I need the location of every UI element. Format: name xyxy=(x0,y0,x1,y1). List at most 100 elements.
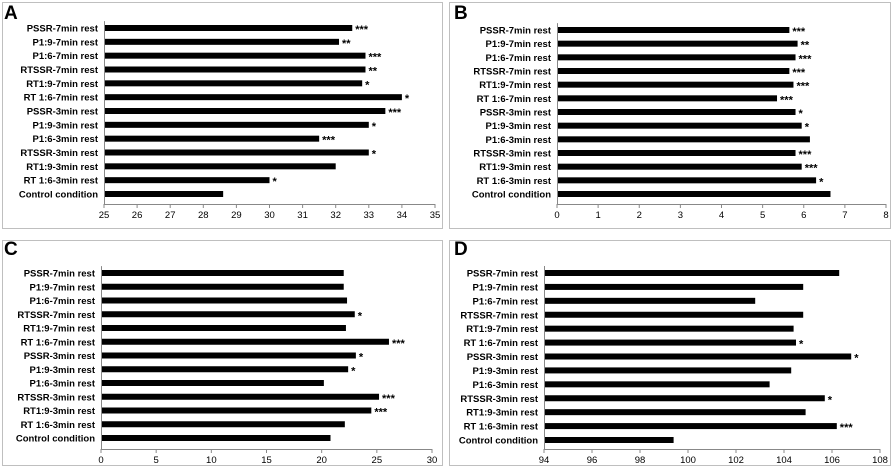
panel-letter: B xyxy=(454,3,468,24)
category-label: RT1:9-7min rest xyxy=(479,80,552,91)
bar xyxy=(102,407,372,414)
bar xyxy=(105,108,386,114)
x-tick-label: 98 xyxy=(635,455,646,466)
category-label: P1:9-3min rest xyxy=(473,366,539,377)
category-label: RT 1:6-3min rest xyxy=(477,176,552,187)
significance-marker: * xyxy=(819,176,824,188)
x-tick-label: 33 xyxy=(364,210,375,221)
category-label: RTSSR-7min rest xyxy=(460,310,538,321)
bar xyxy=(102,338,389,345)
x-tick-label: 8 xyxy=(883,210,888,221)
category-label: Control condition xyxy=(472,190,551,201)
x-tick-label: 100 xyxy=(680,455,696,466)
category-label: Control condition xyxy=(19,190,98,201)
bar xyxy=(558,163,802,170)
significance-marker: ** xyxy=(342,38,351,50)
x-tick-label: 102 xyxy=(728,455,744,466)
category-label: PSSR-7min rest xyxy=(27,24,99,35)
significance-marker: * xyxy=(273,176,278,188)
category-label: RT1:9-3min rest xyxy=(479,162,552,173)
category-label: PSSR-3min rest xyxy=(24,351,96,362)
panel-border xyxy=(2,240,443,466)
bar xyxy=(545,437,674,443)
category-label: PSSR-7min rest xyxy=(480,26,552,37)
x-tick-label: 32 xyxy=(330,210,341,221)
bar xyxy=(105,191,224,197)
bar xyxy=(545,283,804,290)
category-label: RTSSR-7min rest xyxy=(473,67,551,78)
significance-marker: *** xyxy=(792,67,806,79)
bar xyxy=(102,366,349,373)
significance-marker: *** xyxy=(392,338,406,350)
significance-marker: *** xyxy=(799,53,813,65)
category-label: RT1:9-3min rest xyxy=(26,162,99,173)
significance-marker: *** xyxy=(796,81,810,93)
category-label: P1:6-3min rest xyxy=(30,379,96,390)
x-tick-label: 3 xyxy=(678,210,683,221)
category-label: PSSR-7min rest xyxy=(24,269,96,280)
significance-marker: *** xyxy=(374,407,388,419)
bar xyxy=(545,367,792,374)
category-label: P1:9-7min rest xyxy=(473,282,539,293)
x-tick-label: 5 xyxy=(760,210,765,221)
bar xyxy=(558,109,796,115)
significance-marker: * xyxy=(805,122,810,134)
significance-marker: * xyxy=(359,352,364,364)
bar xyxy=(545,297,756,304)
bar xyxy=(558,68,790,74)
significance-marker: * xyxy=(854,353,859,365)
category-label: RT 1:6-7min rest xyxy=(477,94,552,105)
category-label: P1:6-3min rest xyxy=(473,380,539,391)
bar xyxy=(545,423,837,430)
significance-marker: ** xyxy=(368,66,377,78)
significance-marker: *** xyxy=(840,422,854,434)
category-label: RTSSR-3min rest xyxy=(460,394,538,405)
significance-marker: *** xyxy=(805,163,819,175)
category-label: PSSR-7min rest xyxy=(467,269,539,280)
category-label: P1:9-3min rest xyxy=(33,120,99,131)
bar xyxy=(102,283,344,290)
x-tick-label: 96 xyxy=(587,455,598,466)
bar xyxy=(558,150,796,156)
category-label: RT 1:6-3min rest xyxy=(21,420,96,431)
x-tick-label: 26 xyxy=(132,210,143,221)
x-tick-label: 5 xyxy=(154,455,159,466)
bar xyxy=(102,380,324,386)
bar xyxy=(102,311,355,318)
significance-marker: * xyxy=(828,394,833,406)
x-tick-label: 29 xyxy=(231,210,242,221)
bar xyxy=(558,95,778,102)
bar xyxy=(105,163,336,170)
x-tick-label: 30 xyxy=(264,210,275,221)
significance-marker: * xyxy=(799,339,804,351)
bar xyxy=(105,135,320,142)
x-tick-label: 20 xyxy=(316,455,327,466)
x-tick-label: 25 xyxy=(99,210,110,221)
category-label: RT1:9-7min rest xyxy=(466,324,539,335)
bar xyxy=(558,136,810,143)
bar xyxy=(102,325,346,331)
category-label: P1:9-3min rest xyxy=(30,365,96,376)
bar xyxy=(558,177,817,184)
bar xyxy=(545,353,852,360)
bar xyxy=(102,270,344,276)
bar xyxy=(545,311,804,318)
x-tick-label: 0 xyxy=(98,455,103,466)
x-tick-label: 4 xyxy=(719,210,724,221)
panel-border xyxy=(2,2,443,229)
significance-marker: *** xyxy=(799,149,813,161)
bar xyxy=(558,40,798,47)
chart-panel-c: C 0 5 10 15 20 25 30 PSSR-7min rest P1:9-7min res… xyxy=(2,239,443,466)
x-tick-label: 94 xyxy=(539,455,550,466)
panel-letter: D xyxy=(454,239,468,260)
bar xyxy=(558,122,802,129)
category-label: P1:9-7min rest xyxy=(30,282,96,293)
category-label: P1:9-3min rest xyxy=(486,121,552,132)
x-tick-label: 104 xyxy=(776,455,792,466)
x-tick-label: 15 xyxy=(261,455,272,466)
significance-marker: * xyxy=(405,93,410,105)
category-label: PSSR-3min rest xyxy=(27,107,99,118)
significance-marker: * xyxy=(372,121,377,133)
